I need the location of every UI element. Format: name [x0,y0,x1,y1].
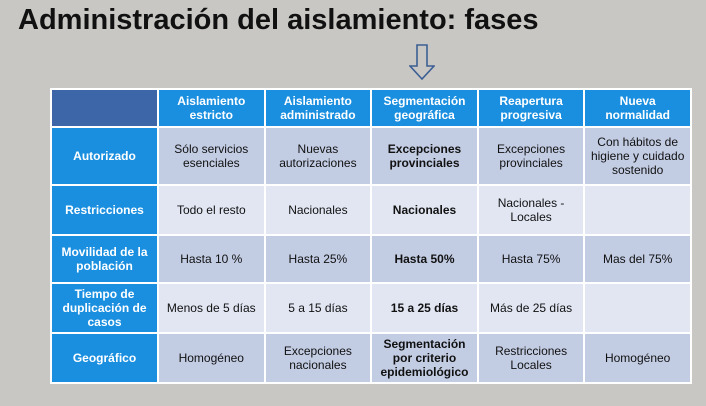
table-row: Restricciones Todo el resto Nacionales N… [50,184,692,236]
table-cell: Menos de 5 días [157,282,266,334]
row-header: Autorizado [50,126,159,186]
table-cell: Hasta 50% [370,234,479,284]
table-cell: Hasta 25% [263,234,373,284]
table-cell: Nacionales - Locales [476,184,586,236]
column-header: Segmentación geográfica [370,88,479,128]
table-cell: Hasta 75% [476,234,586,284]
table-cell: Nuevas autorizaciones [263,126,373,186]
page-title: Administración del aislamiento: fases [18,4,539,36]
table-row: Tiempo de duplicación de casos Menos de … [50,282,692,334]
table-corner-cell [50,88,159,128]
row-header: Movilidad de la población [50,234,159,284]
column-header: Nueva normalidad [583,88,692,128]
phases-table: Aislamiento estricto Aislamiento adminis… [50,88,692,384]
table-cell: Excepciones provinciales [476,126,586,186]
table-row: Geográfico Homogéneo Excepciones naciona… [50,332,692,384]
table-cell: Mas del 75% [583,234,692,284]
table-cell: Excepciones provinciales [370,126,479,186]
table-cell: Con hábitos de higiene y cuidado sosteni… [583,126,692,186]
column-header: Reapertura progresiva [476,88,586,128]
table-cell: Segmentación por criterio epidemiológico [370,332,479,384]
table-cell: Restricciones Locales [476,332,586,384]
table-header-row: Aislamiento estricto Aislamiento adminis… [50,88,692,128]
table-cell: Nacionales [370,184,479,236]
column-header: Aislamiento administrado [263,88,373,128]
column-header: Aislamiento estricto [157,88,266,128]
table-cell: Hasta 10 % [157,234,266,284]
down-arrow-icon [409,44,435,80]
table-cell: Todo el resto [157,184,266,236]
table-cell: 15 a 25 días [370,282,479,334]
table-cell: Sólo servicios esenciales [157,126,266,186]
table-row: Autorizado Sólo servicios esenciales Nue… [50,126,692,186]
table-cell [583,282,692,334]
row-header: Restricciones [50,184,159,236]
table-row: Movilidad de la población Hasta 10 % Has… [50,234,692,284]
table-cell: Homogéneo [157,332,266,384]
table-cell: Nacionales [263,184,373,236]
table-cell: Excepciones nacionales [263,332,373,384]
table-cell [583,184,692,236]
table-cell: Homogéneo [583,332,692,384]
table-cell: 5 a 15 días [263,282,373,334]
table-cell: Más de 25 días [476,282,586,334]
row-header: Geográfico [50,332,159,384]
row-header: Tiempo de duplicación de casos [50,282,159,334]
